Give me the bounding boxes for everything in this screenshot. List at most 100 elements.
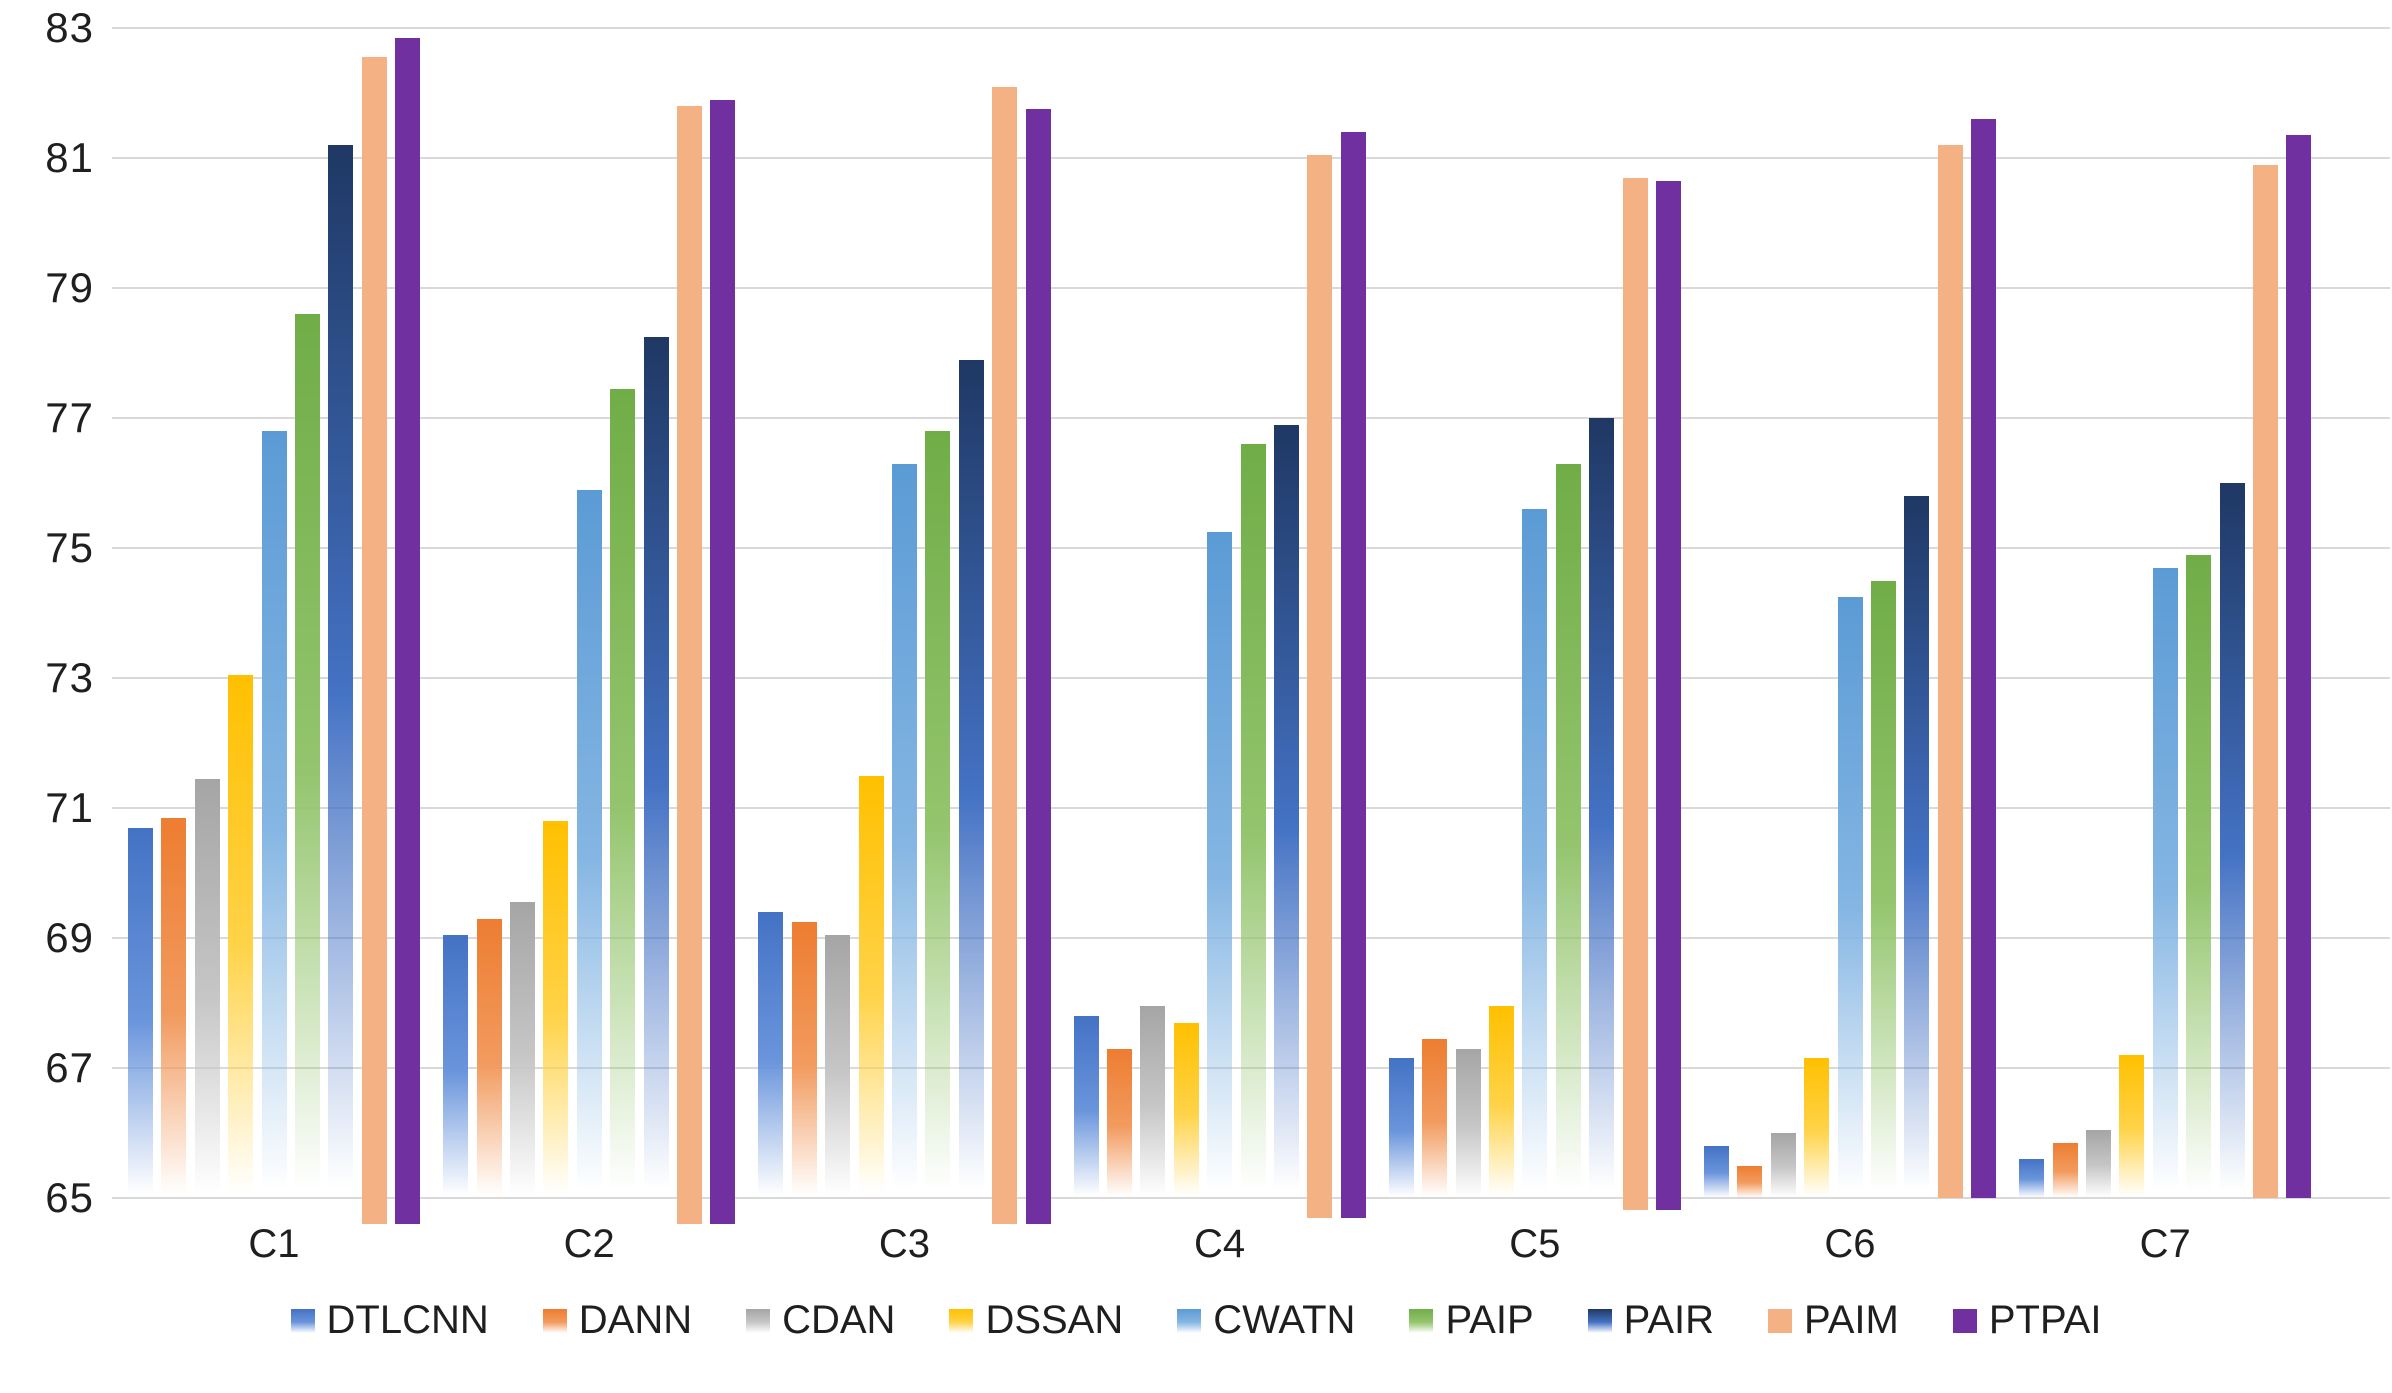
x-axis-category-label: C7 <box>2139 1222 2191 1266</box>
bar-paip-c1 <box>295 314 320 1198</box>
bar-dssan-c1 <box>228 674 254 1198</box>
bar-dtlcnn-c2 <box>443 934 469 1198</box>
bar-dann-c5 <box>1422 1038 1448 1198</box>
bar-dssan-c2 <box>543 821 569 1198</box>
bar-ptpai-c7 <box>2286 135 2312 1198</box>
bar-pair-c4 <box>1274 424 1299 1198</box>
legend-swatch-icon <box>290 1308 315 1333</box>
x-axis-category-label: C4 <box>1194 1222 1246 1266</box>
bar-cdan-c7 <box>2086 1129 2111 1198</box>
bar-dtlcnn-c4 <box>1073 1016 1099 1198</box>
bar-dssan-c4 <box>1173 1022 1199 1198</box>
legend-swatch-icon <box>746 1308 771 1333</box>
bar-ptpai-c4 <box>1340 132 1366 1218</box>
gridline <box>112 287 2390 289</box>
gridline <box>112 157 2390 159</box>
bar-dann-c2 <box>476 918 502 1198</box>
legend-label: DANN <box>578 1298 693 1342</box>
x-axis-category-label: C3 <box>878 1222 930 1266</box>
bar-cdan-c2 <box>510 902 535 1198</box>
legend-item-dann: DANN <box>542 1298 693 1343</box>
bar-cwatn-c2 <box>576 489 602 1198</box>
bar-cwatn-c6 <box>1837 596 1863 1198</box>
legend-item-paim: PAIM <box>1768 1298 1899 1343</box>
bar-dssan-c5 <box>1489 1006 1514 1198</box>
y-axis-tick-label: 67 <box>45 1044 94 1091</box>
legend-swatch-icon <box>1768 1308 1793 1333</box>
bar-paip-c4 <box>1240 444 1266 1198</box>
legend-label: DSSAN <box>985 1298 1124 1342</box>
bar-paip-c2 <box>610 388 636 1198</box>
legend-swatch-icon <box>949 1308 974 1333</box>
legend-item-cdan: CDAN <box>746 1298 895 1343</box>
legend-swatch-icon <box>1952 1308 1977 1333</box>
legend-label: CWATN <box>1213 1298 1356 1342</box>
bar-dann-c1 <box>161 817 187 1198</box>
bar-paip-c3 <box>925 431 951 1198</box>
legend-label: DTLCNN <box>326 1298 489 1342</box>
y-axis-tick-label: 65 <box>45 1174 94 1221</box>
legend-item-paip: PAIP <box>1409 1298 1534 1343</box>
bar-ptpai-c2 <box>710 99 736 1224</box>
bar-paip-c7 <box>2186 554 2212 1198</box>
x-axis-category-label: C5 <box>1509 1222 1561 1266</box>
bar-cdan-c1 <box>194 778 220 1198</box>
legend-item-dssan: DSSAN <box>949 1298 1123 1343</box>
bar-cwatn-c7 <box>2152 567 2178 1198</box>
bar-paim-c3 <box>992 86 1018 1224</box>
bar-cwatn-c4 <box>1207 531 1233 1198</box>
bar-paim-c4 <box>1307 154 1333 1218</box>
y-axis-tick-label: 77 <box>45 394 94 441</box>
legend-label: PAIM <box>1804 1298 1899 1342</box>
gridline <box>112 1197 2390 1199</box>
y-axis-tick-label: 71 <box>45 784 94 831</box>
y-axis-tick-label: 69 <box>45 914 94 961</box>
bar-paip-c5 <box>1555 463 1581 1198</box>
bar-cwatn-c5 <box>1522 509 1548 1198</box>
y-axis-tick-label: 73 <box>45 654 94 701</box>
bar-dtlcnn-c5 <box>1388 1058 1414 1198</box>
bar-pair-c7 <box>2219 483 2245 1198</box>
x-axis-category-label: C2 <box>563 1222 615 1266</box>
bar-pair-c6 <box>1904 496 1930 1198</box>
bar-cdan-c4 <box>1140 1006 1166 1198</box>
bar-dtlcnn-c1 <box>128 827 153 1198</box>
legend-swatch-icon <box>542 1308 567 1333</box>
bar-paim-c6 <box>1937 145 1963 1198</box>
bar-dtlcnn-c6 <box>1704 1146 1729 1198</box>
x-axis-category-label: C1 <box>248 1222 300 1266</box>
bar-pair-c1 <box>328 145 354 1198</box>
bar-cdan-c3 <box>825 934 851 1198</box>
bar-dann-c4 <box>1107 1048 1132 1198</box>
bar-dann-c6 <box>1737 1165 1763 1198</box>
y-axis-tick-label: 75 <box>45 524 94 571</box>
y-axis-tick-label: 83 <box>45 4 94 51</box>
bar-paim-c5 <box>1622 177 1648 1210</box>
bar-ptpai-c1 <box>395 37 421 1224</box>
x-axis-category-label: C6 <box>1824 1222 1876 1266</box>
bar-dssan-c7 <box>2119 1055 2145 1198</box>
bar-dssan-c3 <box>858 775 884 1198</box>
bar-pair-c2 <box>643 336 669 1198</box>
gridline <box>112 27 2390 29</box>
legend-item-cwatn: CWATN <box>1177 1298 1355 1343</box>
bar-dssan-c6 <box>1804 1058 1830 1198</box>
legend-swatch-icon <box>1409 1308 1434 1333</box>
legend-label: PAIP <box>1445 1298 1534 1342</box>
legend-item-dtlcnn: DTLCNN <box>290 1298 489 1343</box>
legend-item-ptpai: PTPAI <box>1952 1298 2101 1343</box>
bar-pair-c3 <box>958 359 984 1198</box>
bar-paim-c2 <box>677 106 702 1224</box>
bar-pair-c5 <box>1589 418 1615 1198</box>
legend-item-pair: PAIR <box>1587 1298 1714 1343</box>
bar-dann-c7 <box>2052 1142 2078 1198</box>
legend-label: CDAN <box>782 1298 896 1342</box>
bar-ptpai-c3 <box>1025 109 1051 1224</box>
bar-cwatn-c3 <box>892 463 917 1198</box>
bar-dtlcnn-c7 <box>2019 1159 2045 1198</box>
bar-dtlcnn-c3 <box>758 912 784 1198</box>
gridline <box>112 417 2390 419</box>
bar-paim-c7 <box>2253 164 2278 1198</box>
y-axis-tick-label: 79 <box>45 264 94 311</box>
